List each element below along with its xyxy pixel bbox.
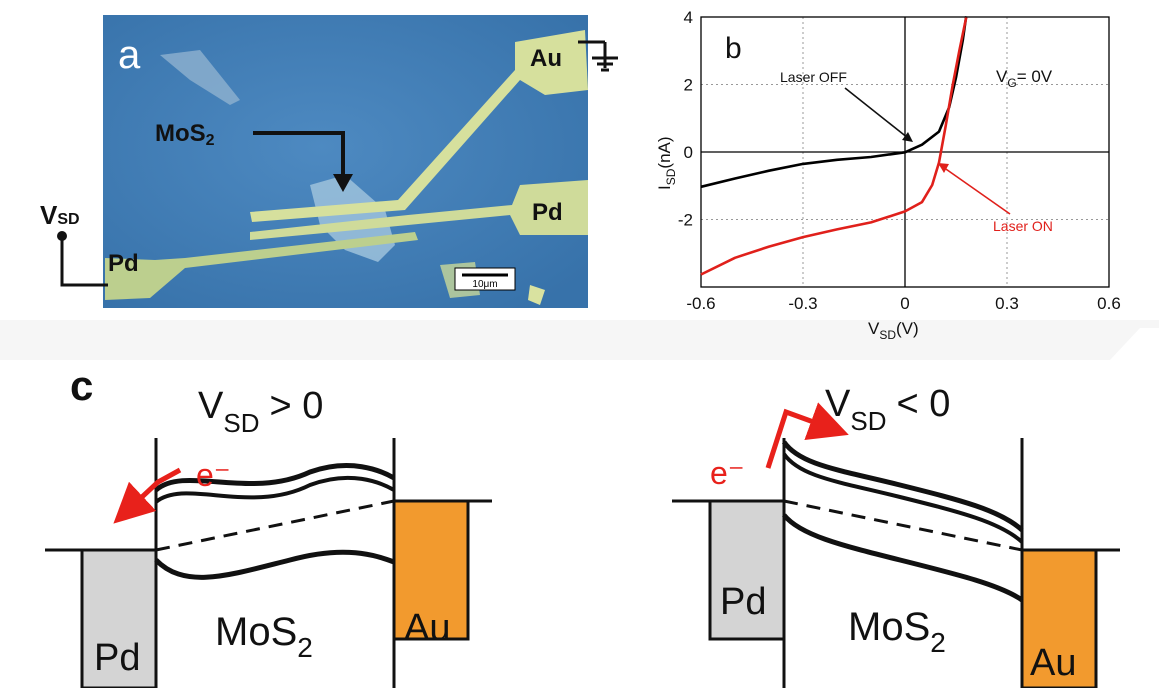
pd-label-c-left: Pd bbox=[94, 637, 140, 679]
fermi-level-left bbox=[155, 499, 395, 552]
laser-off-label: Laser OFF bbox=[780, 69, 847, 85]
vsd-label-a: VSD bbox=[40, 200, 80, 230]
laser-off-arrow bbox=[844, 87, 909, 139]
x-tick-label: -0.3 bbox=[788, 294, 817, 313]
electron-label-left: e⁻ bbox=[196, 457, 231, 493]
iv-chart: -0.6 -0.3 0 0.3 0.6 4 2 0 -2 b Laser OFF Laser O… bbox=[655, 8, 1121, 342]
mos2-label-c-left: MoS2 bbox=[215, 610, 313, 663]
laser-on-arrow bbox=[942, 166, 1011, 215]
y-tick-label: 4 bbox=[684, 8, 693, 27]
condition-positive: VSD > 0 bbox=[198, 385, 323, 438]
mos2-pointer-arrow bbox=[253, 131, 345, 178]
scale-bar-label: 10μm bbox=[472, 279, 497, 290]
pd-block-left bbox=[80, 548, 158, 688]
x-axis-title: VSD(V) bbox=[868, 319, 919, 342]
y-tick-label: 2 bbox=[684, 76, 693, 95]
panel-c-band-diagrams: c VSD > 0 e⁻ Pd Au MoS2 VSD < 0 e⁻ Pd A bbox=[45, 362, 1120, 688]
watermark-band bbox=[0, 320, 1159, 360]
au-label-c-left: Au bbox=[404, 607, 450, 649]
condition-negative: VSD < 0 bbox=[825, 383, 950, 436]
band-diagram-positive: VSD > 0 e⁻ Pd Au MoS2 bbox=[45, 385, 492, 688]
au-label-a: Au bbox=[530, 45, 562, 72]
series-laser-on bbox=[700, 17, 968, 276]
electron-arrow-right bbox=[765, 402, 849, 469]
ground-icon bbox=[578, 40, 618, 72]
y-axis-title: ISD(nA) bbox=[655, 136, 678, 190]
valence-band-right bbox=[782, 513, 1024, 603]
x-tick-label: 0.6 bbox=[1097, 294, 1121, 313]
pd-block-right bbox=[708, 499, 786, 641]
series-laser-off bbox=[700, 16, 968, 189]
panel-b-label: b bbox=[725, 32, 742, 65]
fermi-level-right bbox=[783, 499, 1023, 552]
pd-electrode-right bbox=[250, 180, 588, 240]
y-tick-label: -2 bbox=[678, 211, 693, 230]
electron-arrow-left bbox=[113, 467, 182, 524]
laser-on-label: Laser ON bbox=[993, 218, 1053, 234]
pd-label-right: Pd bbox=[532, 199, 563, 226]
au-electrode bbox=[250, 30, 588, 222]
panel-a-label: a bbox=[118, 33, 141, 77]
conduction-band-left bbox=[154, 463, 396, 493]
mos2-label-a: MoS2 bbox=[155, 120, 215, 149]
y-tick-label: 0 bbox=[684, 143, 693, 162]
panel-a-micrograph: 10μm a Au Pd Pd MoS2 VSD bbox=[40, 15, 618, 308]
x-tick-label: 0 bbox=[900, 294, 909, 313]
conduction-band-right bbox=[781, 440, 1024, 532]
flake-top bbox=[160, 50, 240, 105]
vg-label: VG= 0V bbox=[996, 67, 1053, 90]
valence-band-left bbox=[154, 549, 395, 580]
au-label-c-right: Au bbox=[1030, 642, 1076, 684]
electron-label-right: e⁻ bbox=[710, 455, 745, 491]
band-diagram-negative: VSD < 0 e⁻ Pd Au MoS2 bbox=[672, 383, 1120, 688]
x-tick-label: -0.6 bbox=[686, 294, 715, 313]
pd-label-left: Pd bbox=[108, 250, 139, 277]
mos2-label-c-right: MoS2 bbox=[848, 605, 946, 658]
panel-c-label: c bbox=[70, 362, 93, 409]
pd-label-c-right: Pd bbox=[720, 581, 766, 623]
x-tick-label: 0.3 bbox=[995, 294, 1019, 313]
plot-frame bbox=[700, 16, 1110, 288]
pd-electrode-left bbox=[105, 232, 418, 300]
